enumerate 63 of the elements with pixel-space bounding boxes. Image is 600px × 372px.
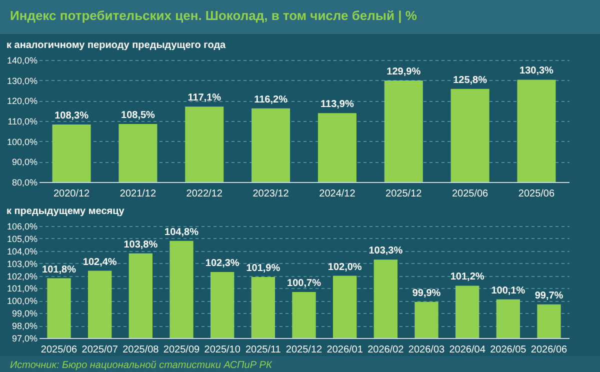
x-tick-label: 2025/09: [163, 344, 200, 356]
data-label: 116,2%: [254, 94, 288, 106]
data-label: 99,7%: [534, 290, 564, 302]
y-tick-label: 99,0%: [12, 308, 38, 319]
y-tick-label: 100,0%: [6, 296, 38, 306]
data-label: 102,3%: [205, 258, 240, 270]
x-tick-label: 2025/11: [245, 344, 282, 356]
data-label: 113,9%: [320, 99, 354, 110]
data-label: 117,1%: [188, 92, 222, 104]
x-tick-label: 2026/05: [490, 344, 527, 356]
data-label: 102,4%: [82, 256, 117, 268]
text: Источник: Бюро национальной статистики АСПиР РК: [0, 356, 600, 372]
x-tick-label: 2025/06: [518, 188, 555, 200]
data-label: 130,3%: [519, 66, 554, 77]
y-tick-label: 120,0%: [6, 96, 38, 106]
x-tick-label: 2025/08: [122, 344, 160, 356]
y-tick-label: 104,0%: [6, 246, 38, 256]
x-tick-label: 2025/12: [286, 344, 323, 356]
data-label: 102,0%: [328, 262, 362, 273]
data-label: 108,3%: [54, 110, 89, 122]
x-tick-label: 2022/12: [186, 188, 223, 200]
data-label: 125,8%: [453, 74, 488, 86]
y-tick-label: 101,0%: [6, 284, 38, 294]
data-label: 101,8%: [42, 264, 76, 276]
x-tick-label: 2023/12: [252, 188, 290, 200]
y-tick-label: 106,0%: [6, 222, 38, 232]
data-label: 101,2%: [450, 272, 484, 283]
data-label: 103,3%: [368, 246, 403, 257]
x-tick-label: 2024/12: [319, 188, 356, 200]
x-tick-label: 2025/07: [82, 344, 118, 356]
data-label: 104,8%: [164, 226, 199, 238]
data-label: 129,9%: [386, 66, 421, 78]
data-label: 108,5%: [121, 110, 156, 122]
data-label: 103,8%: [124, 239, 158, 250]
x-tick-label: 2025/10: [204, 344, 241, 356]
data-label: 101,9%: [246, 263, 280, 274]
chart-subtitle: к предыдущему месяцу: [6, 206, 125, 217]
y-tick-label: 102,0%: [6, 271, 38, 282]
y-tick-label: 110,0%: [8, 116, 38, 126]
y-tick-label: 130,0%: [6, 76, 38, 86]
x-tick-label: 2025/12: [386, 188, 422, 200]
x-tick-label: 2026/02: [368, 344, 404, 356]
y-tick-label: 103,0%: [6, 258, 38, 269]
x-tick-label: 2025/06: [452, 188, 489, 200]
data-label: 100,7%: [287, 278, 322, 289]
y-tick-label: 100,0%: [6, 136, 38, 147]
chart-subtitle: к аналогичному периоду предыдущего года: [6, 40, 226, 51]
x-tick-label: 2025/06: [40, 344, 78, 356]
x-tick-label: 2026/03: [408, 344, 446, 356]
y-tick-label: 98,0%: [12, 321, 38, 332]
y-tick-label: 105,0%: [6, 234, 38, 244]
x-tick-label: 2026/04: [449, 344, 486, 356]
x-tick-label: 2020/12: [53, 188, 90, 200]
x-tick-label: 2021/12: [120, 188, 156, 200]
data-label: 99,9%: [412, 288, 441, 299]
data-label: 100,1%: [491, 285, 526, 296]
y-tick-label: 97,0%: [12, 334, 38, 344]
y-tick-label: 90,0%: [12, 157, 38, 168]
x-tick-label: 2026/01: [326, 344, 364, 356]
chart-title: Индекс потребительских цен. Шоколад, в том числе белый | %: [0, 0, 600, 34]
y-tick-label: 80,0%: [12, 178, 38, 188]
y-tick-label: 140,0%: [6, 56, 38, 66]
x-tick-label: 2026/06: [530, 344, 568, 356]
